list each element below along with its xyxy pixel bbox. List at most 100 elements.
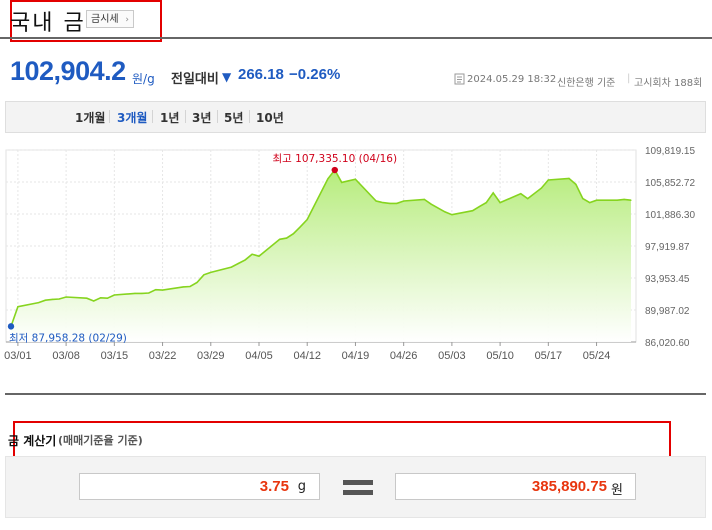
data-point — [210, 271, 212, 273]
data-point — [327, 178, 329, 180]
tab-divider — [217, 110, 218, 123]
section-divider — [5, 393, 706, 395]
change-label: 전일대비 — [171, 72, 219, 87]
tab-divider — [109, 110, 110, 123]
data-point — [244, 259, 246, 261]
data-point — [389, 202, 391, 204]
data-point — [189, 285, 191, 288]
y-tick-label: 93,953.45 — [645, 274, 690, 285]
chevron-right-icon: › — [125, 15, 129, 25]
data-point — [472, 210, 474, 212]
x-tick-label: 04/26 — [390, 350, 418, 362]
data-point — [237, 262, 239, 265]
tab-divider — [185, 110, 186, 123]
data-point — [44, 299, 47, 301]
x-tick-label: 04/05 — [245, 350, 273, 362]
data-point — [478, 206, 480, 208]
result-value: 385,890.75 — [531, 478, 607, 495]
data-point — [499, 202, 501, 204]
data-point — [630, 199, 632, 201]
data-point — [382, 202, 384, 204]
data-point — [292, 233, 294, 235]
tab-10-years[interactable]: 10년 — [256, 111, 284, 125]
data-point — [279, 238, 281, 240]
tab-divider — [249, 110, 250, 123]
data-point — [375, 200, 377, 202]
gold-price-button[interactable]: 금시세 › — [86, 10, 134, 28]
data-point — [306, 218, 308, 221]
price-timestamp: 2024.05.29 18:32 — [467, 74, 557, 85]
data-point — [354, 178, 356, 180]
data-point — [547, 179, 549, 181]
data-point — [230, 266, 232, 268]
data-point — [155, 289, 157, 291]
period-tab-bar — [5, 101, 706, 133]
price-area — [11, 170, 631, 342]
y-tick-label: 109,819.15 — [645, 146, 695, 157]
x-tick-label: 05/10 — [486, 350, 514, 362]
meta-separator: | — [627, 73, 631, 84]
change-value: 266.18 — [238, 66, 284, 83]
data-point — [299, 226, 301, 228]
tab-divider — [152, 110, 153, 123]
result-unit: 원 — [611, 483, 623, 498]
x-tick-label: 05/24 — [583, 350, 611, 362]
data-point — [113, 294, 115, 296]
y-tick-label: 105,852.72 — [645, 178, 695, 189]
data-point — [423, 198, 425, 200]
result-field: 385,890.75 원 — [395, 473, 636, 500]
x-tick-label: 05/17 — [535, 350, 563, 362]
y-tick-label: 97,919.87 — [645, 242, 690, 253]
data-point — [589, 202, 591, 204]
x-tick-label: 03/15 — [101, 350, 129, 362]
min-label: 최저 87,958.28 (02/29) — [9, 332, 127, 344]
data-point — [568, 177, 570, 179]
header-divider — [0, 37, 712, 39]
data-point — [251, 253, 253, 255]
weight-input[interactable]: 3.75 g — [79, 473, 320, 500]
gold-price-button-label: 금시세 — [91, 14, 119, 25]
x-tick-label: 04/19 — [342, 350, 370, 362]
data-point — [38, 302, 40, 304]
calculator-subtitle: (매매기준율 기준) — [58, 434, 143, 447]
data-point — [396, 202, 398, 204]
data-point — [286, 237, 288, 239]
tab-1-year[interactable]: 1년 — [160, 111, 180, 125]
data-point — [485, 202, 487, 204]
data-point — [162, 289, 164, 291]
document-icon — [454, 73, 465, 85]
data-point — [444, 211, 446, 213]
tab-3-years[interactable]: 3년 — [192, 111, 212, 125]
max-label: 최고 107,335.10 (04/16) — [272, 153, 397, 165]
data-point — [616, 199, 618, 201]
data-point — [623, 198, 625, 200]
y-tick-label: 101,886.30 — [645, 210, 695, 221]
change-percent: −0.26% — [289, 66, 341, 83]
calculator-title: 금 계산기 — [8, 434, 57, 448]
x-tick-label: 03/08 — [52, 350, 80, 362]
equals-icon-top — [343, 480, 373, 485]
price-source: 신한은행 기준 — [557, 78, 616, 89]
x-tick-label: 03/22 — [149, 350, 177, 362]
tab-5-years[interactable]: 5년 — [224, 111, 244, 125]
data-point — [527, 198, 529, 200]
data-point — [341, 181, 343, 183]
weight-value: 3.75 — [259, 478, 289, 495]
data-point — [520, 193, 522, 195]
gold-price-chart: 109,819.15 105,852.72 101,886.30 97,919.87 9… — [4, 146, 695, 362]
x-tick-label: 03/29 — [197, 350, 225, 362]
min-marker — [7, 323, 15, 330]
data-point — [348, 180, 350, 182]
data-point — [582, 198, 584, 200]
down-triangle-icon: ▼ — [222, 70, 232, 84]
equals-icon-bottom — [343, 490, 373, 495]
data-point — [182, 286, 184, 288]
tab-3-months[interactable]: 3개월 — [117, 111, 148, 125]
data-point — [93, 300, 95, 302]
y-tick-label: 89,987.02 — [645, 306, 690, 317]
y-tick-label: 86,020.60 — [645, 338, 690, 349]
data-point — [430, 203, 432, 205]
x-tick-label: 05/03 — [438, 350, 466, 362]
tab-1-month[interactable]: 1개월 — [75, 111, 106, 125]
data-point — [58, 298, 60, 300]
